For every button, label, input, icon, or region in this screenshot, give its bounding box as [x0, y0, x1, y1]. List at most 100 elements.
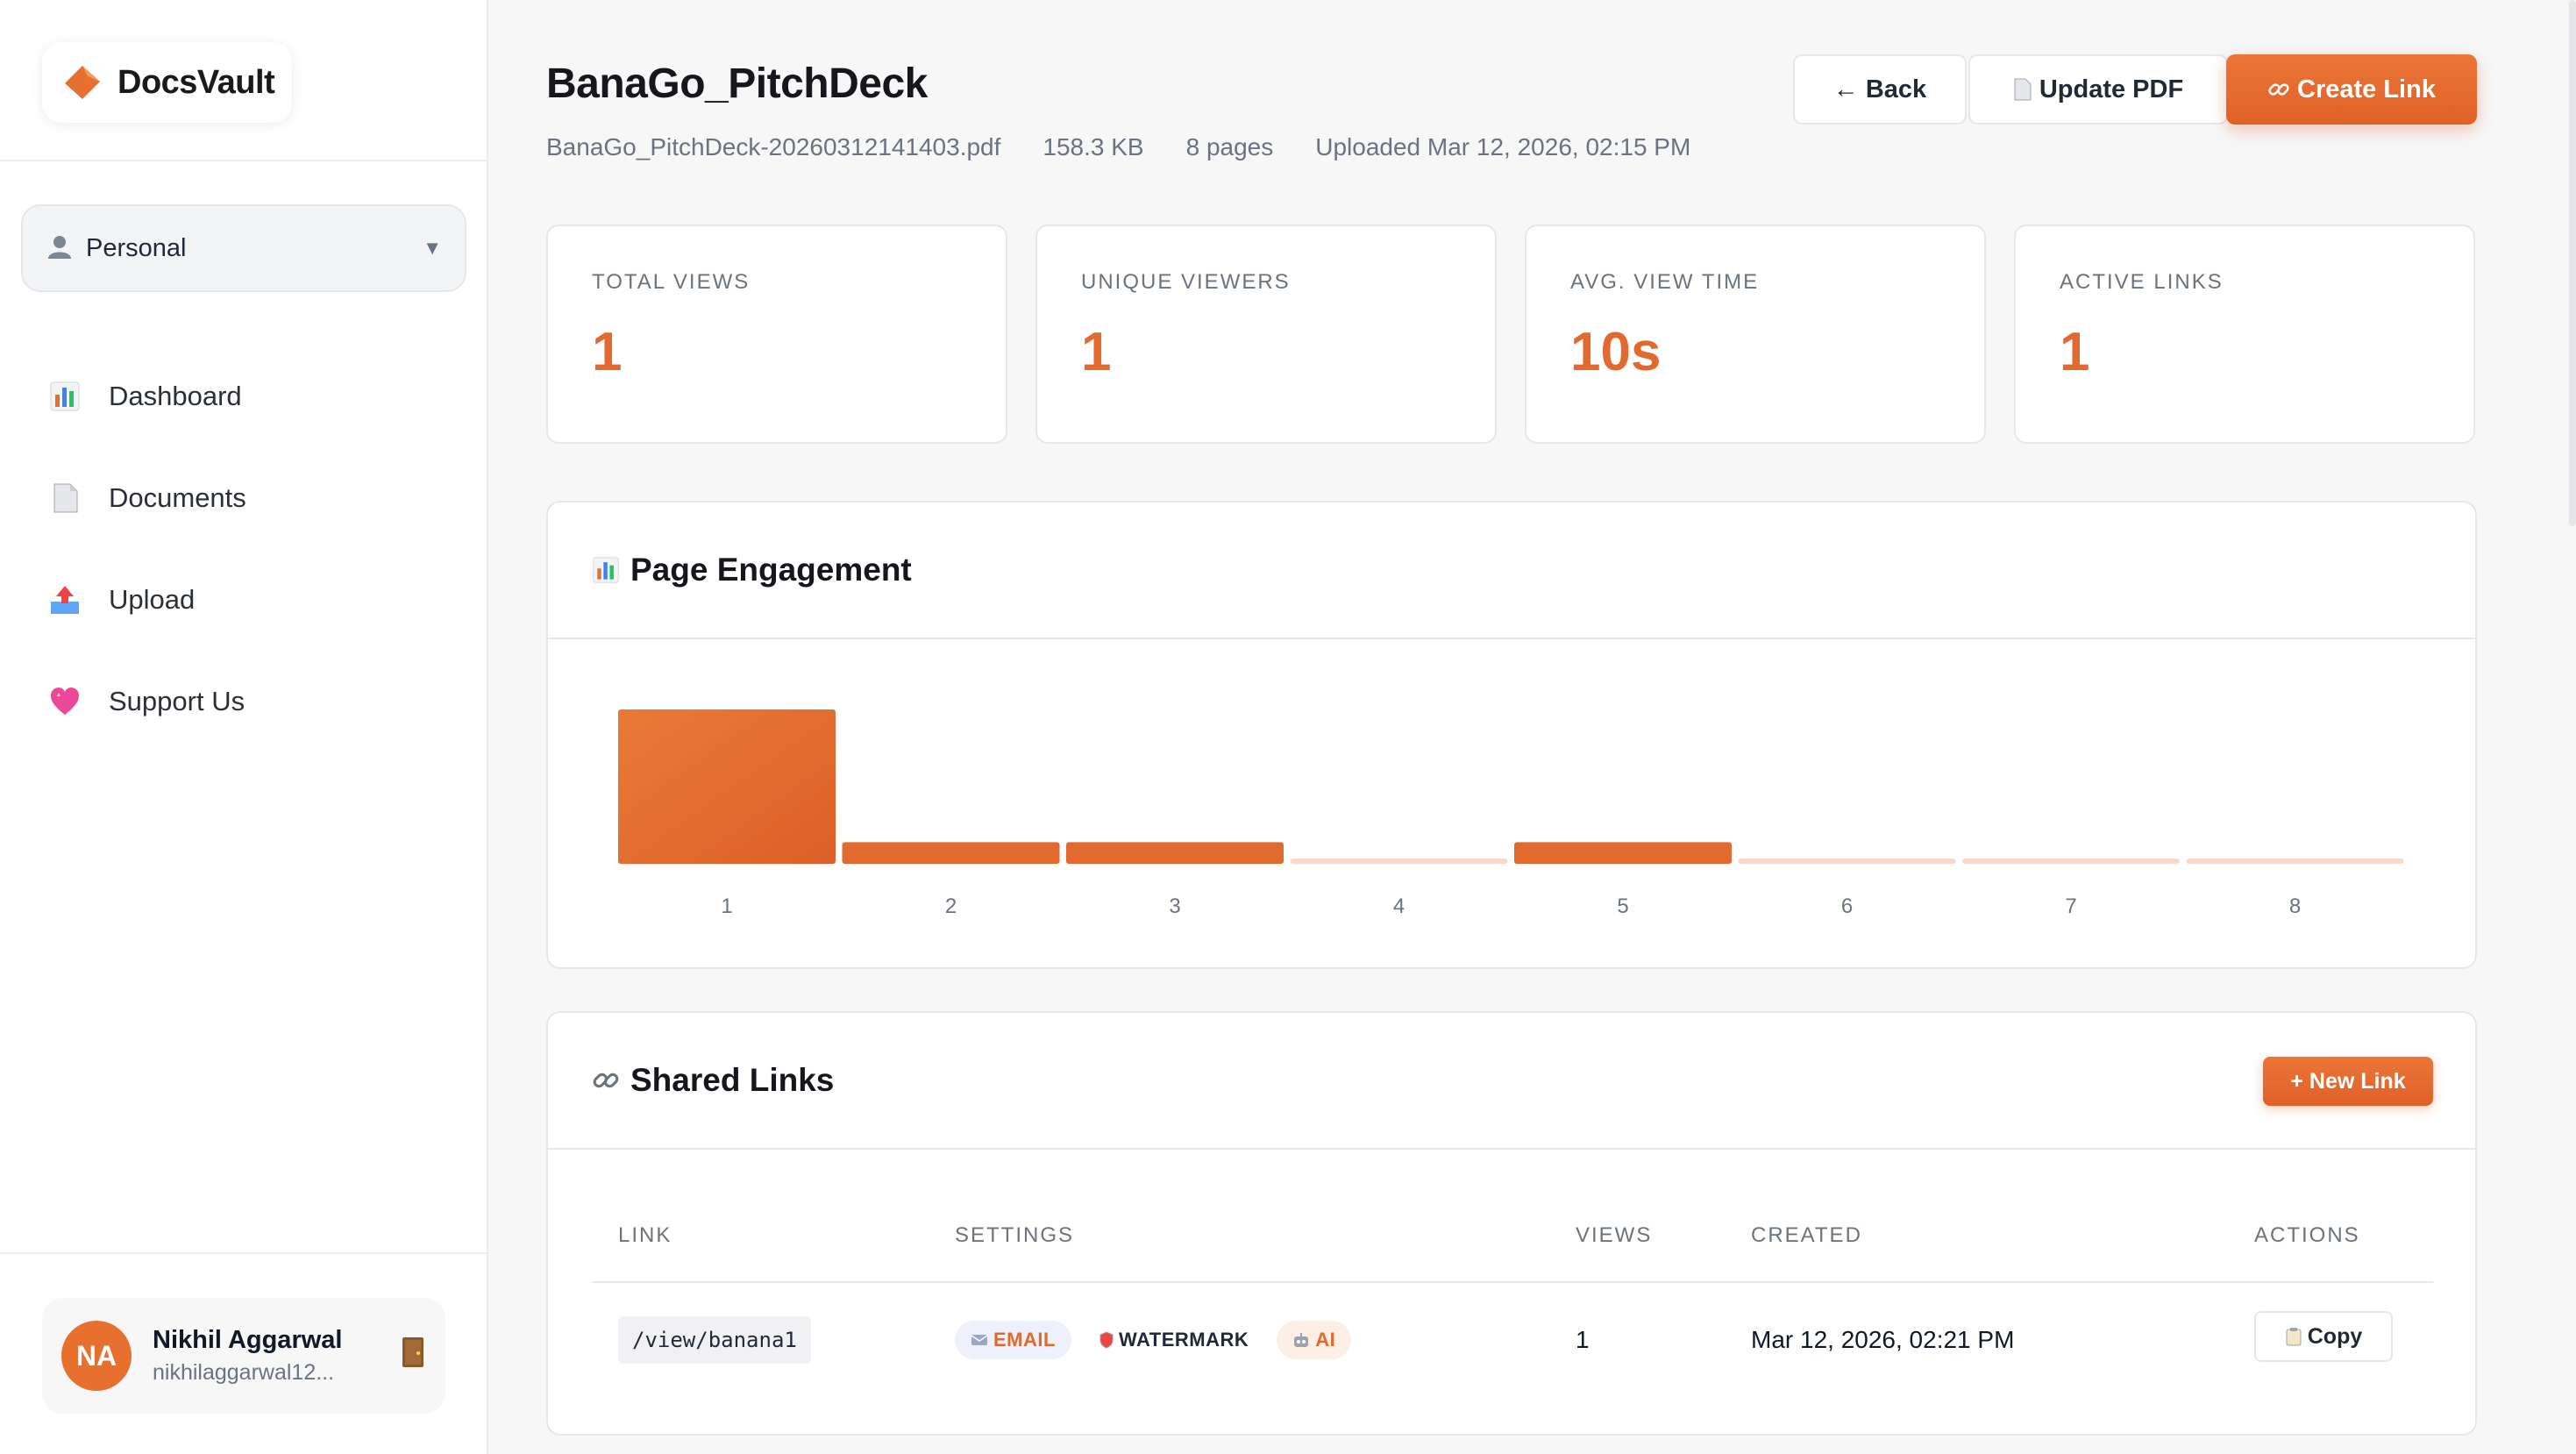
- user-email: nikhilaggarwal12...: [153, 1360, 335, 1385]
- stat-value: 10s: [1570, 322, 1662, 382]
- settings-cell: EMAIL WATERMARK AI: [955, 1316, 1363, 1364]
- inbox-tray-icon: [47, 582, 82, 617]
- stat-active-links: ACTIVE LINKS 1: [2014, 225, 2475, 444]
- card-title: Page Engagement: [630, 552, 912, 588]
- shared-links-card: Shared Links + New Link LINK SETTINGS VI…: [546, 1011, 2477, 1436]
- chart-bar-page-6[interactable]: [1738, 859, 1956, 864]
- sidebar-item-label: Upload: [109, 584, 196, 615]
- sidebar-item-support[interactable]: Support Us: [0, 651, 488, 752]
- page-scrollbar[interactable]: [2569, 0, 2576, 526]
- document-pages: 8 pages: [1185, 133, 1274, 160]
- chart-bar-page-5[interactable]: [1514, 842, 1732, 864]
- actions-cell: Copy: [2254, 1311, 2393, 1362]
- workspace-label: Personal: [86, 233, 187, 262]
- brand-name: DocsVault: [117, 63, 275, 101]
- document-uploaded: Uploaded Mar 12, 2026, 02:15 PM: [1315, 133, 1691, 160]
- create-link-button[interactable]: Create Link: [2226, 54, 2477, 125]
- chart-tick-label: 2: [945, 894, 957, 918]
- document-icon: [2013, 78, 2032, 101]
- sidebar-item-upload[interactable]: Upload: [0, 549, 488, 651]
- update-pdf-label: Update PDF: [2039, 75, 2184, 103]
- document-icon: [47, 481, 82, 516]
- avatar: NA: [61, 1321, 132, 1391]
- email-icon: [971, 1334, 988, 1346]
- card-header: Page Engagement: [548, 502, 2475, 639]
- user-name: Nikhil Aggarwal: [153, 1326, 343, 1354]
- ai-tag: AI: [1277, 1321, 1352, 1359]
- new-link-button[interactable]: + New Link: [2263, 1057, 2433, 1106]
- shield-icon: [1099, 1331, 1114, 1349]
- chart-tick-label: 6: [1841, 894, 1853, 918]
- stat-value: 1: [2060, 322, 2090, 382]
- brand-logo-icon: [61, 62, 102, 103]
- document-filename: BanaGo_PitchDeck-20260312141403.pdf: [546, 133, 1001, 160]
- views-cell: 1: [1576, 1326, 1590, 1353]
- column-header-link: LINK: [618, 1223, 672, 1247]
- chart-tick-label: 4: [1393, 894, 1405, 918]
- sidebar-divider: [0, 160, 488, 161]
- sidebar-item-documents[interactable]: Documents: [0, 447, 488, 549]
- chart-tick-label: 1: [721, 894, 732, 918]
- sidebar-divider: [0, 1252, 488, 1254]
- created-cell: Mar 12, 2026, 02:21 PM: [1751, 1326, 2015, 1353]
- sidebar: DocsVault Personal ▼ Dashboard: [0, 0, 488, 1454]
- link-icon: [592, 1066, 620, 1094]
- chart-bar-page-1[interactable]: [618, 709, 836, 864]
- person-icon: [46, 232, 74, 265]
- sidebar-item-label: Documents: [109, 482, 246, 513]
- page-engagement-chart: 1 2 3 4 5 6 7 8: [618, 709, 2404, 918]
- sidebar-nav: Dashboard Documents Upload: [0, 346, 488, 752]
- column-header-actions: ACTIONS: [2254, 1223, 2360, 1247]
- workspace-select[interactable]: Personal ▼: [21, 204, 466, 292]
- main-content: BanaGo_PitchDeck BanaGo_PitchDeck-202603…: [488, 0, 2576, 1454]
- copy-button[interactable]: Copy: [2254, 1311, 2393, 1362]
- column-header-views: VIEWS: [1576, 1223, 1653, 1247]
- document-size: 158.3 KB: [1042, 133, 1144, 160]
- link-icon: [2267, 78, 2290, 101]
- watermark-tag-label: WATERMARK: [1118, 1329, 1249, 1351]
- chart-bar-page-3[interactable]: [1066, 842, 1284, 864]
- chart-bar-page-7[interactable]: [1962, 859, 2180, 864]
- chart-tick-label: 7: [2065, 894, 2076, 918]
- stat-label: TOTAL VIEWS: [592, 270, 751, 294]
- update-pdf-button[interactable]: Update PDF: [1968, 54, 2228, 125]
- page-title: BanaGo_PitchDeck: [546, 61, 928, 107]
- chart-bar-page-2[interactable]: [842, 842, 1060, 864]
- email-tag-label: EMAIL: [993, 1329, 1056, 1351]
- door-logout-icon[interactable]: [400, 1336, 426, 1377]
- column-header-settings: SETTINGS: [955, 1223, 1075, 1247]
- stat-total-views: TOTAL VIEWS 1: [546, 225, 1007, 444]
- ai-tag-label: AI: [1315, 1329, 1336, 1351]
- watermark-tag: WATERMARK: [1083, 1321, 1265, 1359]
- chart-tick-label: 8: [2289, 894, 2301, 918]
- chevron-down-icon: ▼: [423, 237, 442, 259]
- copy-label: Copy: [2307, 1323, 2363, 1349]
- chart-tick-label: 3: [1169, 894, 1180, 918]
- stat-value: 1: [1081, 322, 1112, 382]
- bar-chart-icon: [47, 379, 82, 414]
- sidebar-item-label: Dashboard: [109, 381, 242, 411]
- back-button[interactable]: ← Back: [1793, 54, 1967, 125]
- clipboard-icon: [2285, 1327, 2302, 1346]
- chart-bar-page-4[interactable]: [1290, 859, 1508, 864]
- card-header: Shared Links + New Link: [548, 1013, 2475, 1150]
- chart-bar-page-8[interactable]: [2186, 859, 2404, 864]
- link-path[interactable]: /view/banana1: [618, 1316, 811, 1364]
- link-cell: /view/banana1: [618, 1316, 811, 1364]
- email-tag: EMAIL: [955, 1321, 1071, 1359]
- user-card[interactable]: NA Nikhil Aggarwal nikhilaggarwal12...: [42, 1298, 445, 1414]
- brand[interactable]: DocsVault: [42, 42, 293, 123]
- chart-tick-label: 5: [1617, 894, 1628, 918]
- page-engagement-card: Page Engagement 1 2 3 4 5 6 7 8: [546, 501, 2477, 969]
- stat-label: ACTIVE LINKS: [2060, 270, 2224, 294]
- stat-label: UNIQUE VIEWERS: [1081, 270, 1291, 294]
- bar-chart-icon: [592, 556, 620, 584]
- heart-icon: [47, 684, 82, 719]
- table-header-divider: [592, 1281, 2433, 1283]
- sidebar-item-dashboard[interactable]: Dashboard: [0, 346, 488, 447]
- robot-icon: [1292, 1332, 1310, 1348]
- document-meta: BanaGo_PitchDeck-20260312141403.pdf 158.…: [546, 133, 1690, 161]
- stat-unique-viewers: UNIQUE VIEWERS 1: [1035, 225, 1497, 444]
- sidebar-item-label: Support Us: [109, 686, 246, 716]
- card-title: Shared Links: [630, 1062, 835, 1098]
